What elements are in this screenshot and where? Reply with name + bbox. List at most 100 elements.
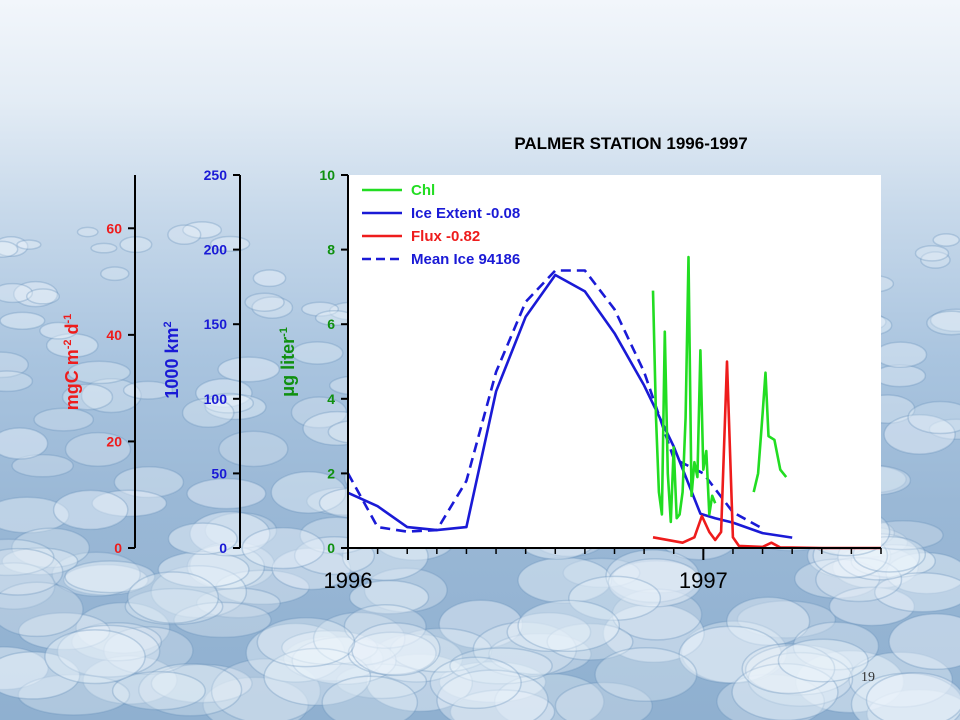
ice-floe bbox=[865, 672, 960, 720]
ice-floe bbox=[0, 235, 29, 258]
ice-floe bbox=[39, 321, 78, 340]
x-tick-label: 1997 bbox=[679, 568, 728, 593]
ice-floe bbox=[449, 647, 553, 685]
ice-floe bbox=[348, 579, 430, 615]
ice-floe bbox=[75, 601, 171, 654]
flux-axis-label: mgC m-2 d-1 bbox=[62, 314, 82, 411]
ice-floe bbox=[252, 269, 287, 288]
page-number: 19 bbox=[861, 670, 875, 685]
ice-floe bbox=[343, 604, 427, 649]
ice-floe bbox=[301, 301, 340, 317]
ice-floe bbox=[335, 663, 428, 700]
ice-floe bbox=[100, 266, 130, 282]
ice-tick-label: 50 bbox=[211, 465, 227, 481]
ice-floe bbox=[282, 635, 384, 682]
x-axis: 1996 1997 bbox=[324, 547, 882, 593]
ice-floe bbox=[103, 626, 194, 675]
ice-floe bbox=[0, 538, 55, 577]
ice-floe bbox=[0, 646, 49, 691]
ice-floe bbox=[517, 599, 621, 653]
ice-floe bbox=[850, 672, 960, 720]
ice-floe bbox=[45, 333, 99, 358]
x-tick-label: 1996 bbox=[324, 568, 373, 593]
ice-floe bbox=[76, 226, 99, 238]
ice-floe bbox=[51, 551, 141, 597]
legend: Chl Ice Extent -0.08 Flux -0.82 Mean Ice 94… bbox=[362, 182, 520, 268]
ice-floe bbox=[245, 622, 346, 683]
series-chl-late bbox=[752, 371, 788, 493]
ice-floe bbox=[0, 351, 29, 379]
ice-floe bbox=[568, 575, 662, 621]
flux-tick-label: 20 bbox=[106, 433, 122, 449]
series-chl bbox=[651, 255, 717, 524]
ice-floe bbox=[167, 224, 202, 246]
ice-tick-label: 0 bbox=[219, 540, 227, 556]
ice-floe bbox=[365, 653, 474, 713]
ice-floe bbox=[111, 670, 206, 711]
ice-floe bbox=[82, 655, 178, 705]
ice-floe bbox=[0, 240, 19, 258]
ice-floe bbox=[256, 617, 356, 668]
ice-floe bbox=[436, 669, 549, 720]
ice-floe bbox=[736, 600, 837, 639]
y-axes: 0 20 40 60 0 50 100 150 200 250 0 2 4 6 8 10 bbox=[106, 167, 349, 556]
ice-floe bbox=[217, 356, 281, 383]
ice-floe bbox=[828, 586, 916, 627]
ice-floe bbox=[64, 560, 156, 594]
ice-floe bbox=[150, 663, 253, 704]
ice-tick-label: 100 bbox=[204, 391, 228, 407]
ice-floe bbox=[888, 613, 960, 671]
ice-tick-label: 150 bbox=[204, 316, 228, 332]
ice-floe bbox=[347, 631, 437, 676]
ice-floe bbox=[351, 622, 441, 677]
chart-title: PALMER STATION 1996-1997 bbox=[514, 134, 747, 153]
ice-floe bbox=[493, 672, 605, 720]
ice-floe bbox=[369, 633, 464, 683]
ice-floe bbox=[926, 310, 960, 336]
ice-floe bbox=[195, 587, 281, 619]
ice-floe bbox=[928, 418, 960, 441]
ice-floe bbox=[546, 622, 634, 661]
chl-tick-label: 10 bbox=[319, 167, 335, 183]
ice-floe bbox=[181, 397, 235, 429]
ice-floe bbox=[815, 556, 903, 603]
ice-floe bbox=[517, 556, 613, 604]
ice-floe bbox=[71, 621, 163, 662]
series-mean-ice bbox=[346, 269, 764, 533]
ice-floe bbox=[251, 296, 294, 319]
ice-floe bbox=[611, 560, 702, 594]
ice-floe bbox=[0, 581, 84, 638]
ice-floe bbox=[607, 558, 702, 608]
ice-floe bbox=[210, 658, 322, 720]
ice-floe bbox=[218, 430, 289, 468]
ice-floe bbox=[64, 431, 132, 467]
ice-floe bbox=[186, 477, 267, 510]
ice-floe bbox=[0, 562, 56, 610]
ice-floe bbox=[744, 644, 854, 696]
ice-floe bbox=[363, 567, 448, 613]
ice-floe bbox=[792, 621, 880, 671]
ice-floe bbox=[506, 612, 592, 652]
ice-floe bbox=[33, 407, 95, 432]
ice-floe bbox=[13, 280, 59, 308]
ice-floe bbox=[605, 549, 700, 604]
ice-floe bbox=[90, 242, 118, 254]
ice-floe bbox=[850, 544, 936, 579]
ice-floe bbox=[263, 647, 372, 707]
ice-floe bbox=[602, 603, 705, 664]
chl-tick-label: 6 bbox=[327, 316, 335, 332]
ice-floe bbox=[150, 564, 248, 619]
ice-floe bbox=[741, 642, 836, 695]
ice-floe bbox=[61, 383, 114, 411]
flux-tick-label: 0 bbox=[114, 540, 122, 556]
ice-floe bbox=[747, 651, 854, 707]
ice-floe bbox=[290, 396, 348, 429]
chl-tick-label: 2 bbox=[327, 465, 335, 481]
ice-floe bbox=[11, 527, 91, 569]
legend-label-chl: Chl bbox=[411, 182, 435, 199]
ice-floe bbox=[186, 544, 266, 590]
ice-floe bbox=[182, 221, 223, 239]
ice-tick-label: 250 bbox=[204, 167, 228, 183]
ice-floe bbox=[202, 676, 309, 720]
